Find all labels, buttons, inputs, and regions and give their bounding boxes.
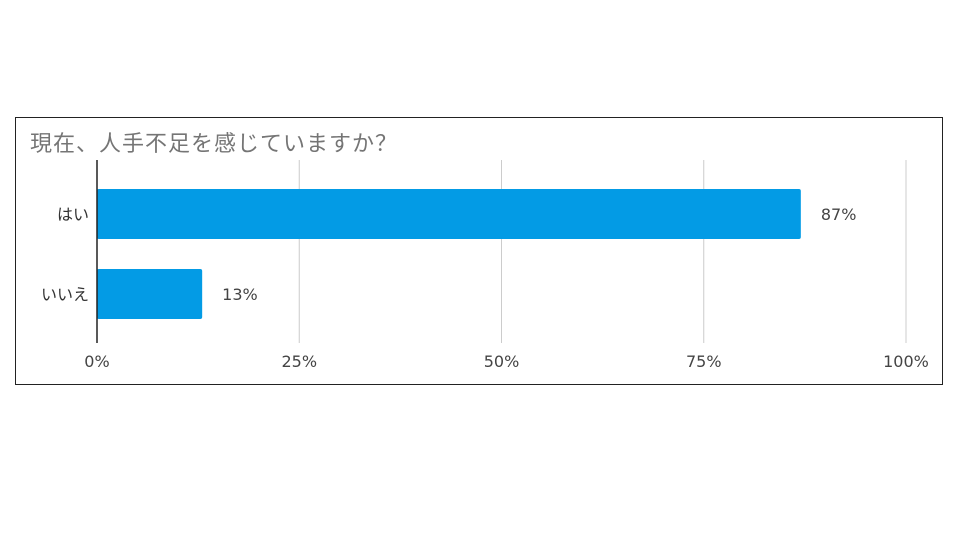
bar-0 xyxy=(97,189,801,239)
value-labels: 87% 13% xyxy=(222,205,856,304)
category-label-1: いいえ xyxy=(41,285,89,304)
category-label-0: はい xyxy=(57,205,89,224)
x-tick-label-25: 25% xyxy=(281,352,317,371)
value-label-0: 87% xyxy=(821,205,857,224)
chart-title: 現在、人手不足を感じていますか？ xyxy=(30,132,399,157)
x-tick-label-100: 100% xyxy=(883,352,929,371)
chart-frame xyxy=(15,117,943,385)
bar-1 xyxy=(97,269,203,319)
x-tick-label-75: 75% xyxy=(686,352,722,371)
x-tick-label-0: 0% xyxy=(84,352,109,371)
x-tick-label-50: 50% xyxy=(484,352,520,371)
gridlines xyxy=(298,160,907,343)
x-tick-labels: 0% 25% 50% 75% 100% xyxy=(84,352,929,371)
value-label-1: 13% xyxy=(222,285,258,304)
bars xyxy=(97,189,801,319)
